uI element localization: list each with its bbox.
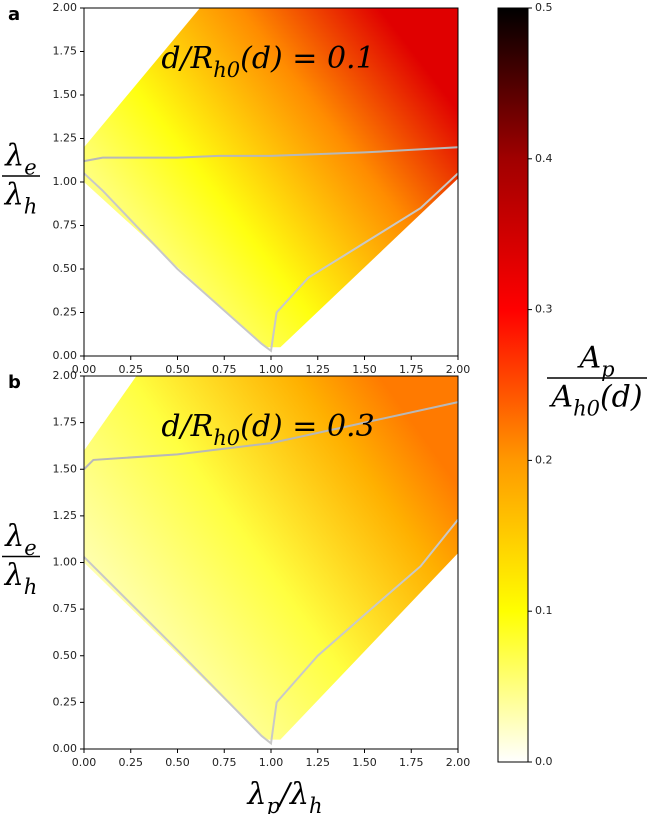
x-tick-label: 1.50 — [352, 756, 377, 769]
colorbar-tick-label: 0.2 — [535, 453, 553, 466]
colorbar-tick-label: 0.4 — [535, 152, 553, 165]
x-tick-label: 0.75 — [212, 756, 237, 769]
colorbar-tick-label: 0.0 — [535, 755, 553, 768]
panel-label: b — [8, 372, 21, 393]
y-label-denominator: λh — [4, 558, 38, 599]
x-label: λp/λh — [246, 777, 322, 814]
math-part: h — [24, 575, 38, 599]
y-tick-label: 1.50 — [53, 88, 78, 101]
y-tick-label: 1.25 — [53, 509, 78, 522]
contour-line — [83, 401, 459, 470]
y-tick-label: 0.25 — [53, 306, 78, 319]
x-tick-label: 2.00 — [446, 756, 471, 769]
panel-title: d/Rh0(d) = 0.1 — [161, 41, 374, 82]
x-tick-label: 0.25 — [119, 756, 144, 769]
math-part: λ — [4, 178, 24, 213]
x-tick-label: 0.75 — [212, 363, 237, 376]
colorbar — [497, 7, 529, 763]
contour-line — [83, 518, 459, 746]
math-part: A — [576, 341, 601, 376]
y-tick-label: 1.75 — [53, 416, 78, 429]
contour-line — [83, 146, 459, 163]
x-tick-label: 1.50 — [352, 363, 377, 376]
panel-title: d/Rh0(d) = 0.3 — [161, 409, 374, 450]
math-part: h0 — [213, 58, 240, 82]
colorbar-label-numerator: Ap — [576, 341, 614, 382]
math-part: p — [266, 794, 279, 814]
x-tick-label: 0.50 — [165, 756, 190, 769]
y-tick-label: 0.50 — [53, 262, 78, 275]
y-tick-label: 0.75 — [53, 219, 78, 232]
x-tick-label: 1.25 — [306, 756, 331, 769]
panel-label: a — [8, 4, 20, 25]
colorbar-label-denominator: Ah0(d) — [548, 380, 642, 421]
math-part: d/R — [161, 41, 213, 76]
colorbar-tick-label: 0.1 — [535, 604, 553, 617]
y-tick-label: 0.50 — [53, 649, 78, 662]
math-part: /λ — [277, 777, 309, 812]
y-tick-label: 0.00 — [53, 742, 78, 755]
y-tick-label: 1.75 — [53, 45, 78, 58]
math-part: h0 — [573, 397, 600, 421]
y-tick-label: 2.00 — [53, 369, 78, 382]
math-part: (d) = 0.1 — [240, 41, 375, 76]
y-label-numerator: λe — [4, 519, 36, 560]
math-part: h0 — [213, 426, 240, 450]
math-part: d/R — [161, 409, 213, 444]
math-part: A — [548, 380, 573, 415]
contour-line — [83, 172, 459, 353]
x-tick-label: 0.25 — [119, 363, 144, 376]
x-tick-label: 1.75 — [399, 756, 424, 769]
math-part: λ — [4, 139, 24, 174]
y-tick-label: 2.00 — [53, 1, 78, 14]
x-tick-label: 0.50 — [165, 363, 190, 376]
y-tick-label: 0.00 — [53, 349, 78, 362]
math-part: e — [24, 536, 36, 560]
math-part: λ — [4, 558, 24, 593]
math-part: λ — [4, 519, 24, 554]
x-tick-label: 1.25 — [306, 363, 331, 376]
math-part: (d) — [600, 380, 643, 415]
colorbar-tick-label: 0.3 — [535, 303, 553, 316]
heatmap-region — [84, 8, 458, 348]
y-tick-label: 0.25 — [53, 695, 78, 708]
colorbar-tick-label: 0.5 — [535, 1, 553, 14]
x-tick-label: 1.75 — [399, 363, 424, 376]
y-tick-label: 0.75 — [53, 602, 78, 615]
math-part: h — [309, 794, 323, 814]
x-tick-label: 1.00 — [259, 363, 284, 376]
math-part: e — [24, 156, 36, 180]
x-tick-label: 2.00 — [446, 363, 471, 376]
math-part: p — [601, 358, 614, 382]
y-tick-label: 1.00 — [53, 556, 78, 569]
x-tick-label: 1.00 — [259, 756, 284, 769]
math-part: λ — [246, 777, 266, 812]
math-part: (d) = 0.3 — [240, 409, 375, 444]
x-tick-label: 0.00 — [72, 756, 97, 769]
x-tick-label: 0.00 — [72, 363, 97, 376]
y-tick-label: 1.50 — [53, 462, 78, 475]
y-tick-label: 1.25 — [53, 132, 78, 145]
y-label-denominator: λh — [4, 178, 38, 219]
y-tick-label: 1.00 — [53, 175, 78, 188]
math-part: h — [24, 195, 38, 219]
y-label-numerator: λe — [4, 139, 36, 180]
